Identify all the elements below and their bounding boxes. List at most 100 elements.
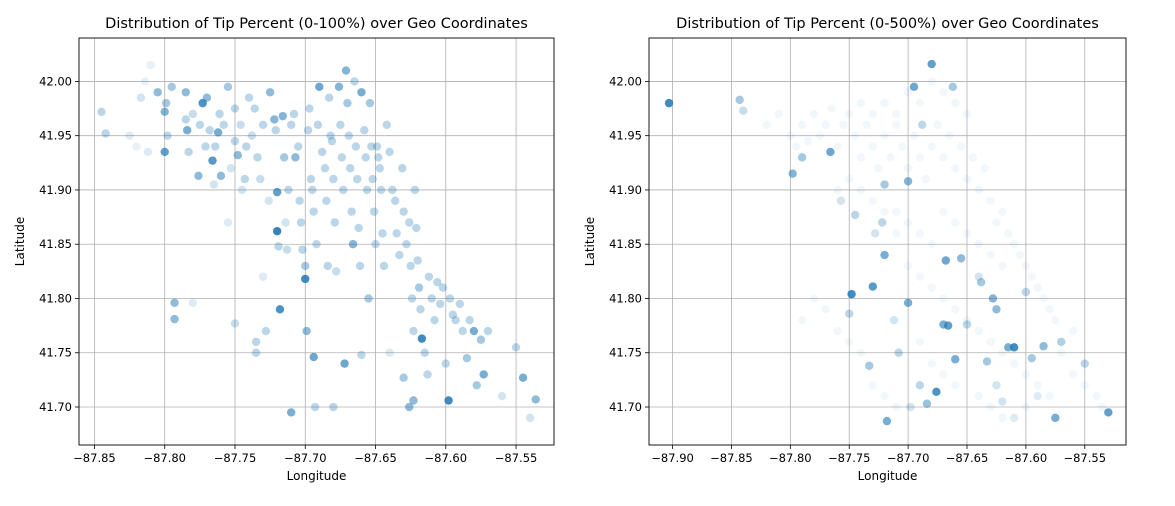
data-point	[455, 299, 465, 309]
x-tick-label: −87.65	[946, 451, 989, 465]
data-point	[344, 131, 354, 140]
data-point	[270, 115, 279, 124]
faint-data-point	[774, 109, 783, 119]
faint-data-point	[927, 359, 936, 368]
data-point	[132, 142, 141, 151]
data-point	[392, 229, 401, 238]
data-point	[264, 196, 273, 205]
data-point	[932, 387, 941, 397]
faint-data-point	[974, 240, 983, 249]
data-point	[406, 261, 415, 271]
data-point	[438, 283, 448, 292]
faint-data-point	[1021, 261, 1031, 271]
data-point	[341, 66, 351, 75]
data-point	[317, 147, 327, 157]
data-point	[865, 361, 874, 370]
data-point	[350, 77, 359, 86]
faint-data-point	[951, 381, 960, 390]
faint-data-point	[845, 174, 854, 184]
data-point	[427, 294, 436, 303]
data-point	[941, 256, 950, 265]
data-point	[441, 359, 450, 368]
data-point	[256, 174, 265, 184]
data-point	[253, 153, 262, 162]
data-point	[181, 115, 191, 124]
data-point	[420, 348, 429, 357]
data-point	[918, 120, 927, 130]
data-point	[465, 315, 474, 325]
data-point	[310, 402, 320, 412]
data-point	[948, 82, 958, 92]
data-point	[336, 120, 345, 130]
data-point	[433, 278, 442, 287]
faint-data-point	[1080, 381, 1089, 390]
faint-data-point	[1045, 391, 1054, 401]
faint-data-point	[862, 120, 872, 130]
data-point	[870, 229, 880, 238]
data-point	[355, 261, 365, 271]
faint-data-point	[927, 283, 936, 292]
faint-data-point	[998, 348, 1007, 357]
faint-data-point	[1015, 250, 1025, 260]
data-point	[735, 95, 744, 105]
data-point	[371, 240, 380, 249]
faint-data-point	[1033, 381, 1042, 390]
x-tick-label: −87.75	[828, 451, 871, 465]
data-point	[167, 82, 176, 92]
data-point	[836, 196, 846, 205]
data-point	[497, 391, 507, 401]
data-point	[417, 334, 427, 343]
data-point	[242, 142, 251, 151]
x-axis-label: Longitude	[858, 469, 918, 483]
scatter-panel-0-100: Distribution of Tip Percent (0-100%) ove…	[13, 16, 555, 483]
data-point	[435, 299, 445, 309]
data-point	[982, 357, 992, 366]
data-point	[223, 218, 233, 227]
faint-data-point	[933, 120, 942, 130]
faint-data-point	[998, 207, 1007, 216]
data-point	[395, 250, 404, 260]
data-point	[223, 82, 233, 92]
data-point	[184, 147, 193, 157]
data-point	[364, 294, 373, 303]
data-point	[301, 261, 310, 271]
data-point	[1080, 359, 1089, 368]
x-tick-label: −87.55	[495, 451, 538, 465]
y-tick-label: 41.95	[609, 129, 642, 143]
data-point	[424, 272, 434, 281]
data-point	[337, 153, 346, 162]
data-point	[847, 289, 856, 299]
faint-data-point	[986, 337, 995, 347]
y-tick-label: 41.70	[609, 400, 642, 414]
faint-data-point	[868, 196, 877, 205]
data-point	[388, 185, 397, 195]
data-point	[405, 218, 414, 227]
data-point	[927, 59, 936, 69]
faint-data-point	[868, 109, 877, 119]
x-tick-label: −87.55	[1063, 451, 1106, 465]
y-tick-label: 41.75	[609, 346, 642, 360]
data-point	[880, 250, 889, 260]
data-point	[143, 147, 153, 157]
faint-data-point	[1051, 315, 1060, 325]
data-point	[365, 98, 375, 108]
data-point	[367, 142, 376, 151]
data-point	[788, 169, 797, 178]
plot-frame	[78, 37, 555, 446]
data-point	[1009, 413, 1019, 423]
faint-data-point	[1068, 370, 1078, 379]
faint-data-point	[915, 153, 925, 162]
data-point	[216, 171, 226, 181]
data-point	[414, 283, 424, 292]
data-point	[308, 185, 317, 195]
data-point	[476, 335, 486, 344]
faint-data-point	[909, 131, 919, 140]
faint-data-point	[962, 109, 972, 119]
data-point	[236, 120, 245, 130]
data-point	[378, 229, 387, 238]
data-point	[353, 174, 362, 184]
data-point	[398, 164, 407, 173]
data-point	[399, 373, 408, 382]
data-point	[956, 254, 966, 263]
